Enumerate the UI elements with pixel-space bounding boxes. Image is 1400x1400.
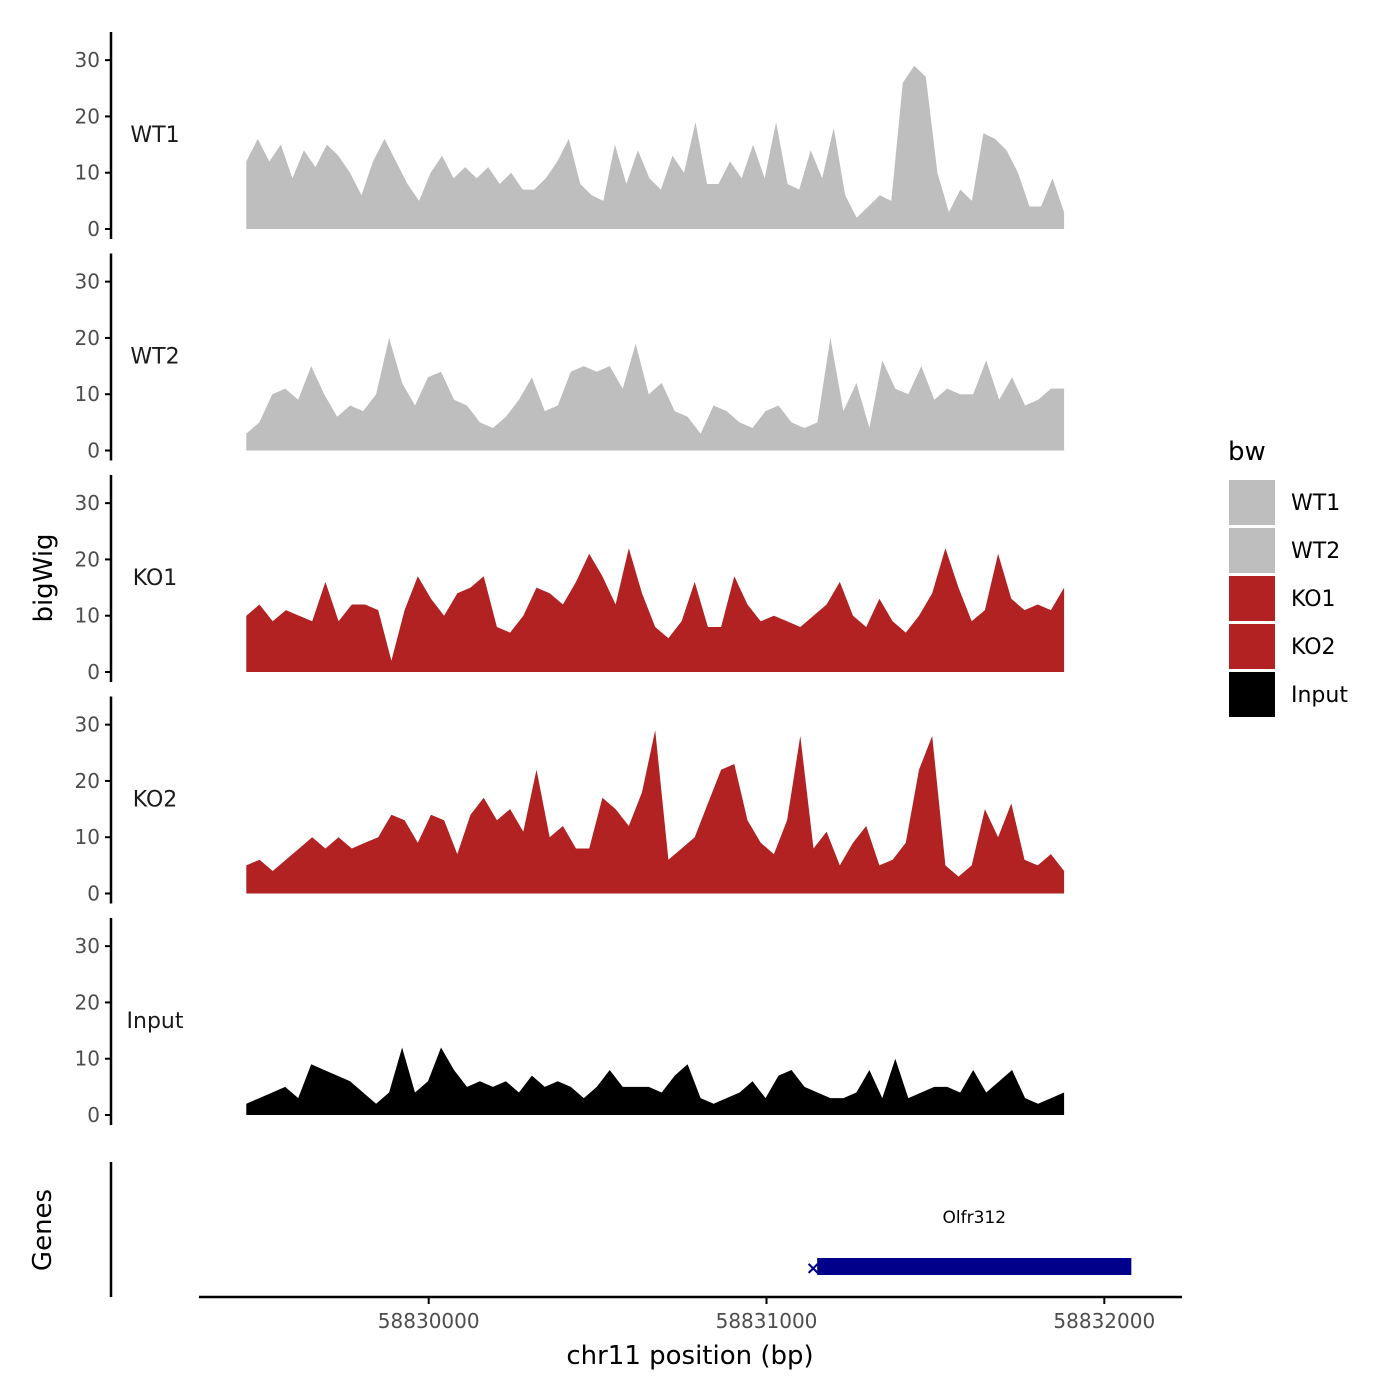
legend-item-input: Input	[1229, 672, 1348, 717]
y-tick-label: 30	[75, 934, 100, 958]
legend-label: WT1	[1291, 491, 1340, 516]
area-wt2	[246, 337, 1065, 451]
y-tick-label: 10	[75, 1047, 100, 1071]
y-tick-label: 0	[87, 217, 100, 241]
x-tick-label: 58832000	[1053, 1309, 1155, 1333]
legend-item-ko2: KO2	[1229, 624, 1336, 669]
legend-label: Input	[1291, 683, 1348, 708]
x-axis-title: chr11 position (bp)	[566, 1341, 813, 1371]
y-tick-label: 30	[75, 491, 100, 515]
legend-swatch	[1229, 672, 1275, 717]
legend-item-wt2: WT2	[1229, 528, 1340, 573]
legend-swatch	[1229, 480, 1275, 525]
y-axis-title: bigWig	[29, 533, 59, 622]
y-tick-label: 30	[75, 48, 100, 72]
legend-swatch	[1229, 576, 1275, 621]
y-tick-label: 10	[75, 825, 100, 849]
y-tick-label: 20	[75, 104, 100, 128]
gene-items: × Olfr312	[806, 1208, 1132, 1279]
track-wt2: 0 10 20 30 WT2	[75, 253, 1065, 463]
y-tick-label: 20	[75, 990, 100, 1014]
legend-title: bw	[1228, 437, 1266, 467]
gene-olfr312: × Olfr312	[806, 1208, 1132, 1279]
x-tick-label: 58831000	[716, 1309, 818, 1333]
x-axis: 58830000 58831000 58832000 chr11 position …	[199, 1295, 1182, 1371]
area-wt1	[246, 65, 1065, 229]
y-tick-label: 30	[75, 713, 100, 737]
track-label: KO2	[133, 788, 178, 813]
track-ko1: 0 10 20 30 KO1	[75, 475, 1065, 684]
legend-swatch	[1229, 528, 1275, 573]
area-ko2	[246, 730, 1065, 894]
legend-item-ko1: KO1	[1229, 576, 1336, 621]
legend-label: KO1	[1291, 587, 1336, 612]
y-tick-label: 0	[87, 1103, 100, 1127]
x-tick-label: 58830000	[378, 1309, 480, 1333]
y-tick-label: 30	[75, 270, 100, 294]
tracks-group: 0 10 20 30 WT1 0 10 20 30 WT2 0 10 20 30 KO1 0 10 20 30 KO2…	[75, 32, 1065, 1127]
legend-item-wt1: WT1	[1229, 480, 1340, 525]
track-label: Input	[127, 1009, 184, 1034]
y-tick-label: 0	[87, 882, 100, 906]
legend-swatch	[1229, 624, 1275, 669]
track-ko2: 0 10 20 30 KO2	[75, 696, 1065, 906]
y-tick-label: 10	[75, 382, 100, 406]
legend-label: KO2	[1291, 635, 1336, 660]
legend-items: WT1 WT2 KO1 KO2 Input	[1229, 480, 1348, 717]
track-label: WT1	[130, 123, 179, 148]
x-ticks: 58830000 58831000 58832000	[378, 1297, 1155, 1333]
track-wt1: 0 10 20 30 WT1	[75, 32, 1065, 241]
y-tick-label: 20	[75, 326, 100, 350]
legend: bw WT1 WT2 KO1 KO2 Input	[1228, 437, 1348, 717]
gene-strand-marker: ×	[806, 1258, 821, 1279]
area-ko1	[246, 548, 1065, 672]
legend-label: WT2	[1291, 539, 1340, 564]
y-tick-label: 10	[75, 604, 100, 628]
track-input: 0 10 20 30 Input	[75, 918, 1065, 1127]
y-tick-label: 10	[75, 161, 100, 185]
genes-axis-title: Genes	[28, 1189, 58, 1271]
y-tick-label: 0	[87, 660, 100, 684]
track-label: KO1	[133, 566, 178, 591]
gene-body	[817, 1258, 1132, 1275]
y-tick-label: 20	[75, 547, 100, 571]
y-tick-label: 20	[75, 769, 100, 793]
gene-label: Olfr312	[942, 1208, 1006, 1228]
track-label: WT2	[130, 345, 179, 370]
y-tick-label: 0	[87, 439, 100, 463]
area-input	[246, 1047, 1065, 1115]
genes-panel: Genes × Olfr312	[28, 1162, 1132, 1297]
